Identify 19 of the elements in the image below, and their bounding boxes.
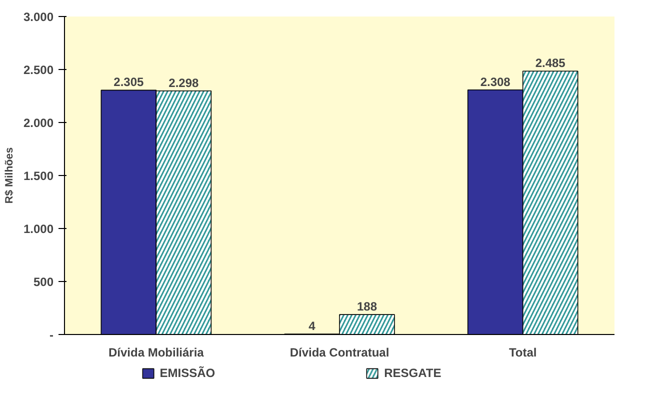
y-tick-label: 500 bbox=[33, 275, 54, 289]
x-tick-label: Total bbox=[508, 346, 537, 360]
y-tick-label: 2.500 bbox=[23, 63, 54, 77]
legend-label: RESGATE bbox=[384, 366, 442, 380]
y-tick-label: 1.000 bbox=[23, 222, 54, 236]
y-axis-title: R$ Milhões bbox=[3, 147, 16, 204]
y-tick-label: 3.000 bbox=[23, 10, 54, 24]
data-label: 2.298 bbox=[168, 76, 200, 90]
data-label: 2.305 bbox=[114, 75, 144, 90]
data-label: 4 bbox=[308, 319, 316, 334]
x-tick-label: Dívida Mobiliária bbox=[108, 346, 204, 360]
legend-label: EMISSÃO bbox=[160, 366, 216, 380]
y-tick-label: 1.500 bbox=[23, 169, 54, 183]
y-tick-label: - bbox=[50, 328, 54, 342]
y-tick-label: 2.000 bbox=[23, 116, 54, 130]
data-label: 2.308 bbox=[480, 74, 511, 89]
data-label: 188 bbox=[356, 300, 378, 314]
data-label: 2.485 bbox=[535, 56, 566, 70]
x-tick-label: Dívida Contratual bbox=[290, 346, 390, 360]
